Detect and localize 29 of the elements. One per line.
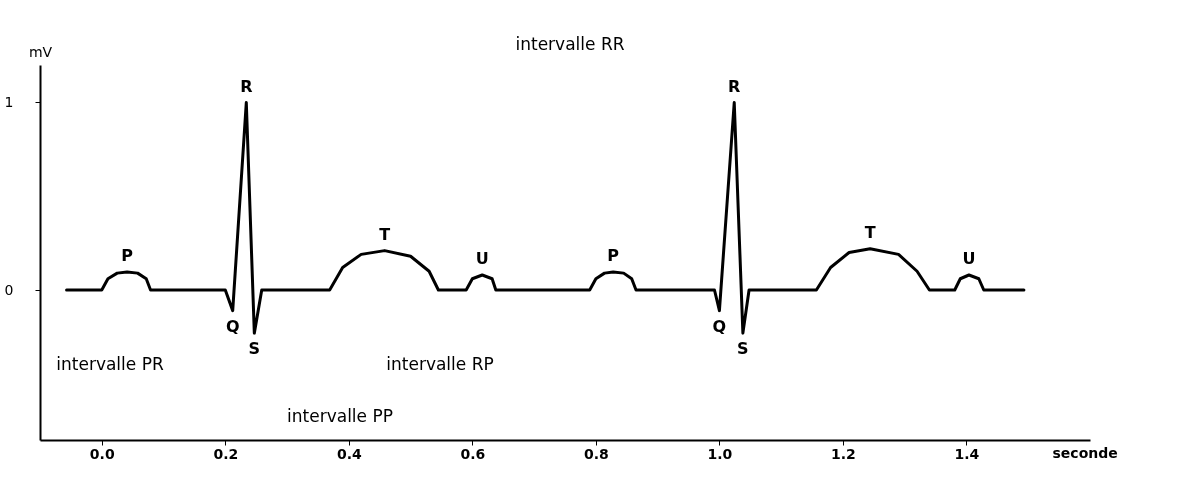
- x-tick-label: 0.2: [213, 445, 239, 462]
- x-tick-label: 0.6: [460, 445, 486, 462]
- annotation: S: [737, 339, 749, 359]
- x-axis-title: seconde: [1052, 444, 1118, 461]
- annotation: T: [379, 224, 391, 244]
- y-axis-title: mV: [28, 43, 53, 60]
- annotation: intervalle RP: [386, 354, 494, 374]
- line-series: [65, 101, 1026, 335]
- annotation: P: [121, 246, 134, 265]
- x-tick-label: 1.2: [831, 445, 856, 462]
- text: intervalle RR: [515, 34, 625, 54]
- annotation: R: [728, 76, 741, 96]
- y-tick-label: 0: [4, 281, 14, 298]
- x-tick-label: 0.4: [336, 445, 362, 462]
- x-tick-label: 1.4: [954, 445, 980, 462]
- annotation: U: [475, 249, 489, 268]
- annotation: T: [864, 222, 876, 242]
- annotation: S: [248, 339, 261, 359]
- annotation: U: [962, 249, 976, 268]
- x-tick-label: 0.8: [583, 445, 609, 462]
- y-tick-label: 1: [4, 94, 14, 110]
- x-tick-label: 0.0: [89, 445, 115, 462]
- annotation: Q: [712, 316, 727, 336]
- annotation: R: [240, 76, 253, 96]
- x-tick-label: 1.0: [707, 445, 733, 462]
- annotation: intervalle PP: [287, 406, 393, 426]
- annotation: Q: [225, 316, 240, 336]
- annotation: P: [607, 246, 620, 265]
- annotation: intervalle PR: [56, 354, 164, 374]
